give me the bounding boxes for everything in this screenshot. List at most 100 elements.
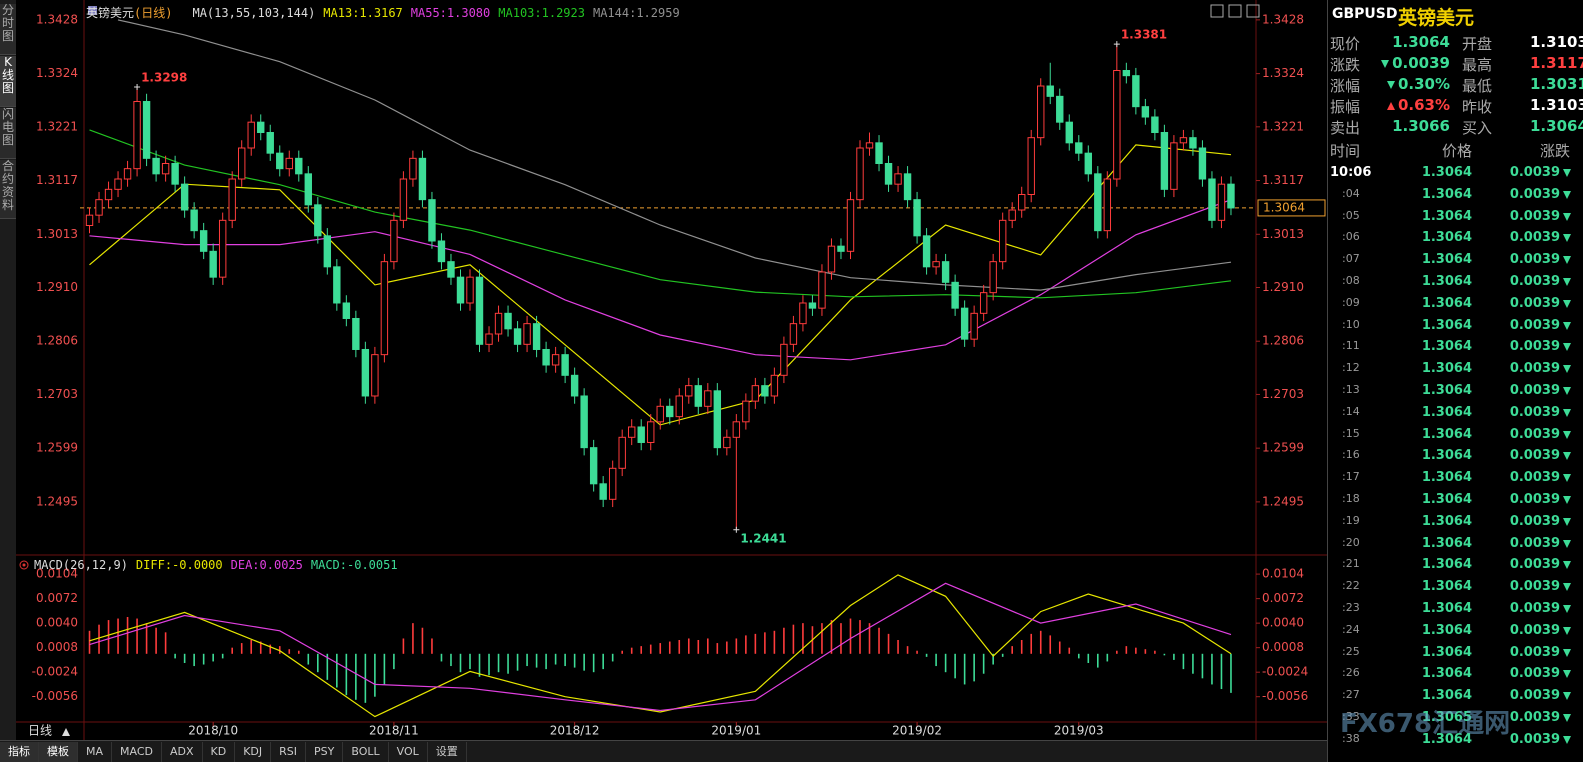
- candle-body: [837, 245, 845, 252]
- y-tick-label: 0.0072: [36, 591, 78, 605]
- y-tick-label: 1.2910: [36, 280, 78, 294]
- y-tick-label: 1.2703: [36, 387, 78, 401]
- candle-body: [1056, 95, 1064, 123]
- candle-body: [979, 292, 988, 314]
- window-button[interactable]: [1210, 4, 1224, 18]
- bottom-tab[interactable]: 模板: [39, 742, 78, 762]
- candle-body: [647, 421, 655, 443]
- bottom-tab[interactable]: BOLL: [343, 742, 389, 762]
- quote-label: 振幅: [1330, 98, 1361, 116]
- bottom-tab[interactable]: RSI: [271, 742, 307, 762]
- side-tab[interactable]: 闪电图: [0, 108, 16, 159]
- bottom-tab[interactable]: MA: [78, 742, 113, 762]
- tick-change: 0.0039: [1509, 165, 1560, 180]
- candle-body: [1122, 70, 1131, 77]
- candle-body: [1065, 121, 1073, 144]
- candle-body: [123, 168, 132, 180]
- bottom-tab[interactable]: VOL: [389, 742, 428, 762]
- bottom-tab[interactable]: KD: [203, 742, 236, 762]
- candle-body: [780, 343, 788, 376]
- bottom-tab[interactable]: ADX: [162, 742, 203, 762]
- candle-body: [542, 348, 550, 366]
- candle-body: [913, 199, 921, 237]
- bottom-tab[interactable]: PSY: [306, 742, 344, 762]
- candle-body: [951, 281, 959, 309]
- y-tick-label: 1.3117: [36, 173, 78, 187]
- y-tick-label: 1.3324: [36, 66, 78, 80]
- tick-change: 0.0039: [1509, 295, 1560, 311]
- quote-value: 0.0039: [1381, 54, 1450, 72]
- tick-row: :06 1.3064 0.0039: [1328, 228, 1583, 249]
- bottom-tab[interactable]: MACD: [112, 742, 162, 762]
- candle-body: [1217, 183, 1226, 221]
- x-tick-label: 2019/02: [892, 724, 942, 738]
- candle-body: [152, 157, 160, 175]
- candle-body: [190, 209, 198, 232]
- candle-body: [1141, 106, 1150, 118]
- tick-change: 0.0039: [1509, 644, 1560, 660]
- candle-body: [884, 163, 893, 185]
- y-tick-label: 1.3221: [36, 119, 78, 133]
- arrow-icon: [1563, 430, 1571, 439]
- tick-price: 1.3064: [1421, 274, 1472, 289]
- candle-body: [704, 390, 712, 407]
- y-tick-label: 1.3013: [36, 227, 78, 241]
- arrow-icon: [1386, 101, 1395, 110]
- tick-change: 0.0039: [1509, 535, 1560, 551]
- tick-time: :16: [1342, 448, 1360, 462]
- bottom-tab[interactable]: 指标: [0, 742, 39, 762]
- arrow-icon: [1563, 212, 1571, 221]
- y-tick-label: 1.2806: [1262, 334, 1304, 348]
- tick-row: :20 1.3064 0.0039: [1328, 534, 1583, 555]
- window-button[interactable]: [1246, 4, 1260, 18]
- legend-entry: DIFF:-0.0000: [135, 558, 223, 572]
- side-tab[interactable]: 合约资料: [0, 160, 16, 219]
- quote-value: 1.3103: [1530, 33, 1583, 51]
- quote-value: 1.3103: [1530, 96, 1583, 114]
- candle-body: [770, 374, 779, 397]
- y-tick-label: 1.3428: [1262, 12, 1304, 26]
- arrow-icon: [1563, 365, 1571, 374]
- candle-body: [618, 436, 626, 469]
- side-tab[interactable]: K线图: [0, 56, 16, 107]
- period-arrow[interactable]: [62, 728, 70, 736]
- bottom-tab[interactable]: 设置: [428, 742, 467, 762]
- bottom-tab[interactable]: KDJ: [235, 742, 272, 762]
- candle-body: [1189, 137, 1197, 149]
- tick-row: :27 1.3064 0.0039: [1328, 686, 1583, 707]
- candle-body: [846, 199, 855, 252]
- tick-time: :33: [1342, 710, 1360, 723]
- tick-price: 1.3064: [1421, 404, 1472, 420]
- quote-number: 0.63%: [1397, 96, 1450, 114]
- legend-period: (日线): [134, 6, 173, 20]
- window-button[interactable]: [1228, 4, 1242, 18]
- candle-body: [1227, 183, 1235, 209]
- table-header: 涨跌: [1539, 142, 1570, 160]
- tick-change: 0.0039: [1509, 339, 1560, 355]
- side-tab[interactable]: 分时图: [0, 4, 16, 55]
- table-header: 价格: [1441, 142, 1472, 160]
- candle-body: [685, 385, 693, 397]
- tick-price: 1.3064: [1421, 208, 1472, 224]
- candle-body: [922, 235, 931, 268]
- tick-price: 1.3064: [1421, 165, 1472, 180]
- quote-label: 买入: [1462, 119, 1493, 137]
- tick-time: :18: [1342, 492, 1360, 505]
- arrow-icon: [1563, 539, 1571, 548]
- tick-price: 1.3064: [1421, 448, 1472, 464]
- tick-change: 0.0039: [1509, 557, 1560, 573]
- quote-label: 最低: [1462, 77, 1493, 95]
- candle-body: [180, 183, 189, 211]
- candle-body: [504, 312, 512, 330]
- extreme-label: 1.3381: [1121, 28, 1167, 42]
- tick-change: 0.0039: [1509, 230, 1560, 246]
- indicator-line: [89, 129, 1232, 299]
- candle-body: [485, 333, 493, 345]
- tick-time: :05: [1342, 208, 1360, 222]
- symbol: GBPUSD: [1332, 6, 1398, 22]
- candle-body: [666, 405, 674, 418]
- tick-time: :38: [1342, 731, 1360, 745]
- candle-body: [371, 354, 379, 397]
- quote-label: 开盘: [1462, 35, 1493, 53]
- candle-body: [513, 328, 522, 345]
